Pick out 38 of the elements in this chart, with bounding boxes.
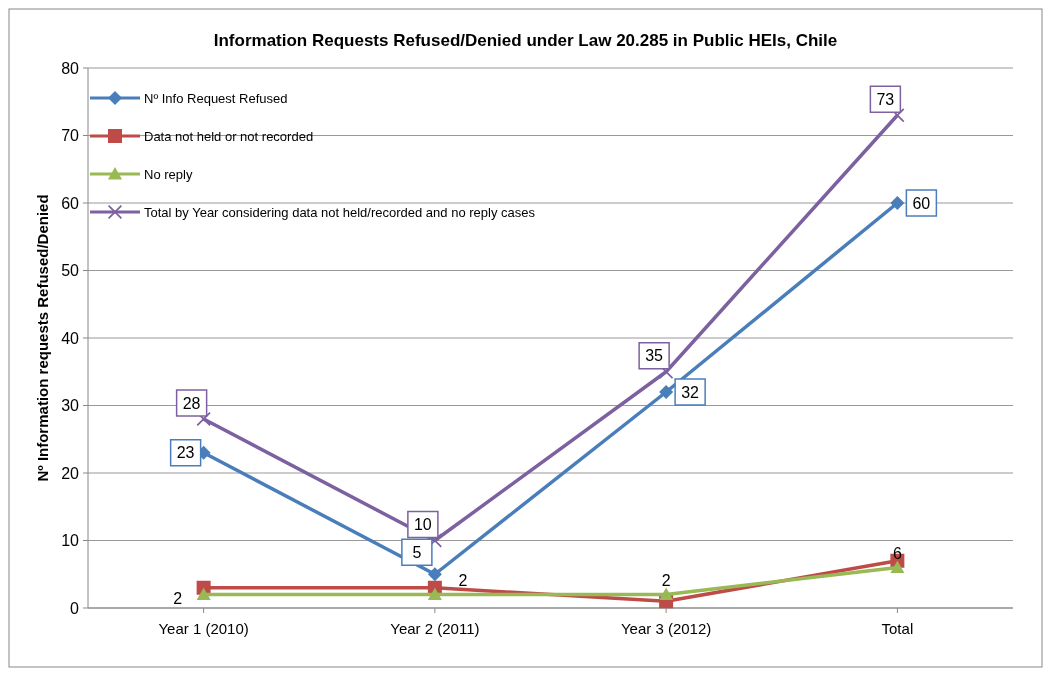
data-label: 5 <box>412 543 422 561</box>
legend-label: Data not held or not recorded <box>144 128 314 144</box>
y-axis-title: Nº Information requests Refused/Denied <box>34 194 51 482</box>
data-label: 2 <box>173 590 183 608</box>
chart-title: Information Requests Refused/Denied under Law 20.285 in Public HEIs, Chile <box>213 31 838 50</box>
data-label: 2 <box>661 572 671 590</box>
data-label: 23 <box>176 444 195 462</box>
data-label: 2 <box>458 572 468 590</box>
point <box>196 587 211 601</box>
y-tick-label: 10 <box>61 532 80 550</box>
data-label: 10 <box>413 516 432 534</box>
point <box>427 587 442 601</box>
y-tick-label: 20 <box>61 464 80 482</box>
y-tick-label: 70 <box>61 127 80 145</box>
point <box>659 385 674 399</box>
legend-label: Total by Year considering data not held/recorded and no reply cases <box>144 204 536 220</box>
x-tick-label: Total <box>881 620 914 637</box>
x-tick-label: Year 3 (2012) <box>620 620 712 637</box>
y-tick-label: 60 <box>61 194 80 212</box>
y-tick-label: 50 <box>61 262 80 280</box>
y-tick-label: 40 <box>61 329 80 347</box>
legend-label: Nº Info Request Refused <box>144 90 288 106</box>
y-tick-label: 80 <box>61 59 80 77</box>
data-label: 60 <box>912 194 931 212</box>
data-label: 6 <box>892 545 902 563</box>
data-label: 35 <box>645 347 664 365</box>
point <box>890 196 905 210</box>
point <box>427 567 442 582</box>
y-tick-label: 0 <box>70 599 80 617</box>
x-tick-label: Year 2 (2011) <box>390 620 480 637</box>
data-label: 32 <box>681 383 700 401</box>
data-label: 28 <box>182 394 201 412</box>
data-label: 73 <box>876 90 895 108</box>
legend-label: No reply <box>144 166 193 182</box>
point <box>890 560 905 574</box>
point <box>659 587 674 601</box>
y-tick-label: 30 <box>61 397 80 415</box>
x-tick-label: Year 1 (2010) <box>158 620 249 637</box>
